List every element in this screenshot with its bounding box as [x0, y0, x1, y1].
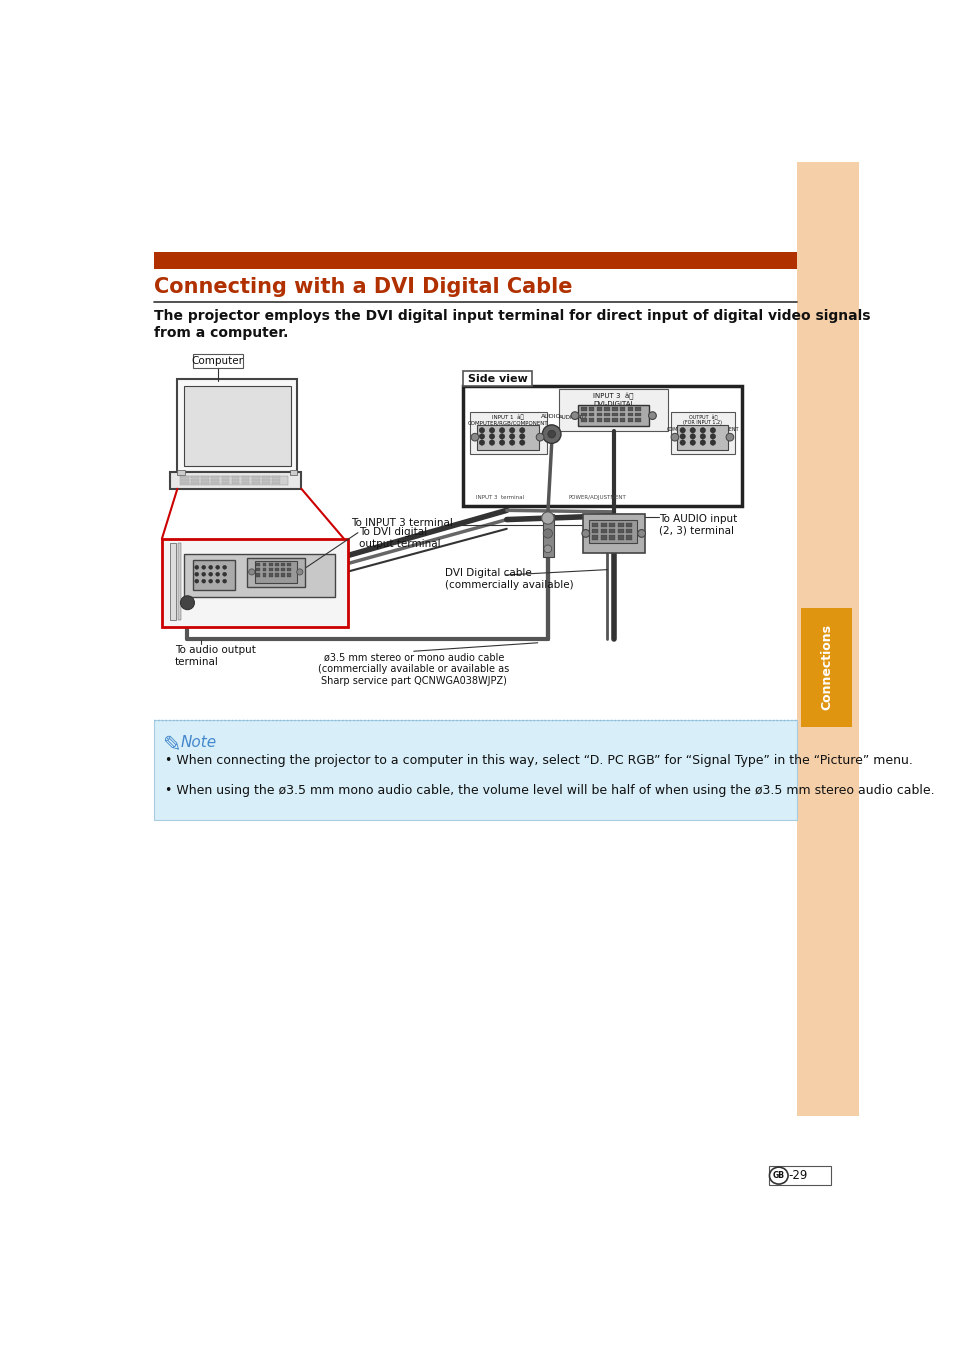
Ellipse shape: [209, 565, 213, 569]
Ellipse shape: [180, 596, 194, 610]
Ellipse shape: [222, 565, 227, 569]
Bar: [797, 162, 858, 1116]
Bar: [599, 529, 606, 533]
Text: The projector employs the DVI digital input terminal for direct input of digital: The projector employs the DVI digital in…: [154, 310, 870, 339]
Bar: [635, 412, 640, 416]
Ellipse shape: [542, 529, 552, 538]
Bar: [801, 608, 852, 727]
Bar: [617, 534, 623, 540]
Bar: [181, 476, 189, 478]
Bar: [241, 479, 249, 481]
Bar: [670, 412, 734, 454]
Bar: [201, 479, 209, 481]
Bar: [272, 482, 279, 483]
Bar: [274, 568, 278, 571]
Bar: [588, 406, 594, 411]
Ellipse shape: [489, 440, 495, 446]
Ellipse shape: [689, 428, 695, 433]
Bar: [604, 417, 609, 421]
Bar: [181, 482, 189, 483]
Text: INPUT 3  terminal: INPUT 3 terminal: [476, 495, 523, 501]
Bar: [183, 385, 291, 466]
Bar: [677, 425, 727, 450]
Ellipse shape: [725, 433, 733, 441]
Bar: [287, 563, 291, 565]
Ellipse shape: [471, 433, 478, 441]
Bar: [768, 1167, 830, 1184]
Ellipse shape: [194, 565, 198, 569]
Bar: [192, 479, 199, 481]
Bar: [604, 412, 609, 416]
Bar: [592, 529, 598, 533]
Bar: [232, 482, 239, 483]
Bar: [254, 561, 297, 583]
Text: Note: Note: [180, 735, 216, 750]
Ellipse shape: [542, 425, 560, 443]
Ellipse shape: [202, 572, 206, 576]
Bar: [588, 417, 594, 421]
Bar: [612, 406, 617, 411]
Text: ø3.5 mm stereo or mono audio cable
(commercially available or available as
Sharp: ø3.5 mm stereo or mono audio cable (comm…: [317, 653, 509, 686]
Text: To audio output
terminal: To audio output terminal: [174, 645, 255, 666]
Bar: [162, 538, 348, 627]
Bar: [247, 559, 305, 587]
Ellipse shape: [194, 572, 198, 576]
Ellipse shape: [222, 572, 227, 576]
Bar: [192, 482, 199, 483]
Bar: [627, 417, 633, 421]
Bar: [599, 522, 606, 528]
Bar: [256, 563, 260, 565]
Ellipse shape: [498, 433, 504, 439]
Bar: [619, 417, 624, 421]
Bar: [232, 476, 239, 478]
Bar: [281, 568, 285, 571]
Bar: [262, 573, 266, 576]
Ellipse shape: [547, 431, 555, 437]
Ellipse shape: [648, 412, 656, 420]
Ellipse shape: [679, 428, 684, 433]
Bar: [170, 542, 175, 619]
Ellipse shape: [202, 579, 206, 583]
Ellipse shape: [215, 572, 219, 576]
Ellipse shape: [769, 1167, 787, 1184]
Bar: [177, 470, 185, 475]
Bar: [608, 529, 615, 533]
Text: • When using the ø3.5 mm mono audio cable, the volume level will be half of when: • When using the ø3.5 mm mono audio cabl…: [165, 785, 934, 797]
Text: INPUT 3  â
DVI-DIGITAL: INPUT 3 â DVI-DIGITAL: [593, 393, 634, 406]
Text: DVI Digital cable
(commercially available): DVI Digital cable (commercially availabl…: [444, 568, 573, 590]
Bar: [193, 560, 235, 590]
Bar: [192, 476, 199, 478]
Text: Computer: Computer: [192, 355, 243, 366]
Bar: [617, 522, 623, 528]
Bar: [221, 479, 229, 481]
Bar: [193, 354, 243, 367]
Ellipse shape: [581, 529, 589, 537]
Bar: [287, 568, 291, 571]
Ellipse shape: [709, 440, 715, 446]
Bar: [170, 472, 301, 489]
Bar: [617, 529, 623, 533]
Bar: [558, 389, 667, 431]
Text: Connecting with a DVI Digital Cable: Connecting with a DVI Digital Cable: [154, 277, 572, 297]
Ellipse shape: [478, 440, 484, 446]
Bar: [269, 563, 273, 565]
Bar: [463, 386, 741, 506]
Ellipse shape: [209, 572, 213, 576]
Bar: [261, 479, 270, 481]
Ellipse shape: [536, 433, 543, 441]
Text: OUTPUT  â
(FOR INPUT 1,2)
COMPUTER/RGB/COMPONENT: OUTPUT â (FOR INPUT 1,2) COMPUTER/RGB/C…: [666, 415, 739, 431]
Ellipse shape: [498, 428, 504, 433]
Bar: [178, 542, 181, 619]
Ellipse shape: [637, 529, 645, 537]
Bar: [625, 529, 632, 533]
Ellipse shape: [519, 428, 524, 433]
Text: -29: -29: [788, 1170, 807, 1182]
Ellipse shape: [194, 579, 198, 583]
Bar: [287, 573, 291, 576]
Bar: [582, 514, 644, 553]
Bar: [274, 563, 278, 565]
Ellipse shape: [215, 565, 219, 569]
Ellipse shape: [709, 433, 715, 439]
Ellipse shape: [296, 569, 303, 575]
Bar: [635, 417, 640, 421]
